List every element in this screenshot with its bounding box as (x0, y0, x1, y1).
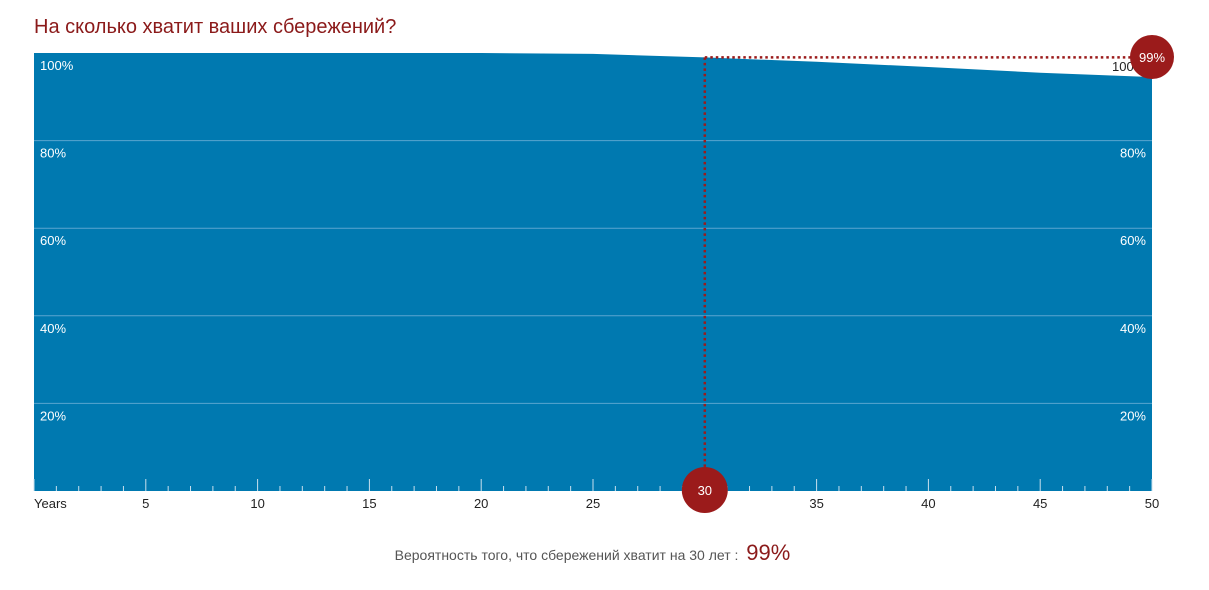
survival-chart: 20% 20% 40% 40% 60% 60% 80% 80% 100% 100 Years 5 10… (33, 35, 1174, 513)
y-tick-label-left: 20% (40, 408, 66, 423)
y-tick-label-right: 60% (1120, 233, 1146, 248)
y-tick-label-left: 80% (40, 146, 66, 161)
x-tick-label: 35 (809, 496, 823, 511)
summary-label: Вероятность того, что сбережений хватит … (394, 547, 739, 563)
x-tick-label: 45 (1033, 496, 1047, 511)
summary-line: Вероятность того, что сбережений хватит … (0, 540, 1185, 566)
grid-layer (34, 140, 1152, 404)
x-tick-label: 25 (586, 496, 600, 511)
value-marker-label: 99% (1139, 50, 1165, 65)
x-tick-label: 5 (142, 496, 149, 511)
x-tick-label: 20 (474, 496, 488, 511)
x-axis-label: Years (34, 496, 67, 511)
year-marker (681, 467, 728, 513)
y-tick-label-right: 80% (1120, 146, 1146, 161)
chart-title: На сколько хватит ваших сбережений? (34, 16, 397, 38)
marker-layer: 30 99% (681, 35, 1174, 513)
y-tick-label-right: 20% (1120, 408, 1146, 423)
survival-area (34, 53, 1152, 491)
summary-value: 99% (746, 540, 791, 565)
value-marker (1130, 35, 1174, 79)
year-marker-label: 30 (698, 483, 712, 498)
y-tick-label-left: 100% (40, 58, 74, 73)
y-tick-label-left: 60% (40, 233, 66, 248)
area-layer (34, 53, 1152, 491)
y-tick-label-right: 40% (1120, 321, 1146, 336)
x-tick-label: 10 (250, 496, 264, 511)
y-tick-label-right-top: 100 (1112, 59, 1134, 74)
y-tick-label-left: 40% (40, 321, 66, 336)
x-tick-label: 40 (921, 496, 935, 511)
x-tick-label: 15 (362, 496, 376, 511)
y-labels: 20% 20% 40% 40% 60% 60% 80% 80% 100% 100 (40, 58, 1146, 423)
x-tick-label: 50 (1145, 496, 1159, 511)
